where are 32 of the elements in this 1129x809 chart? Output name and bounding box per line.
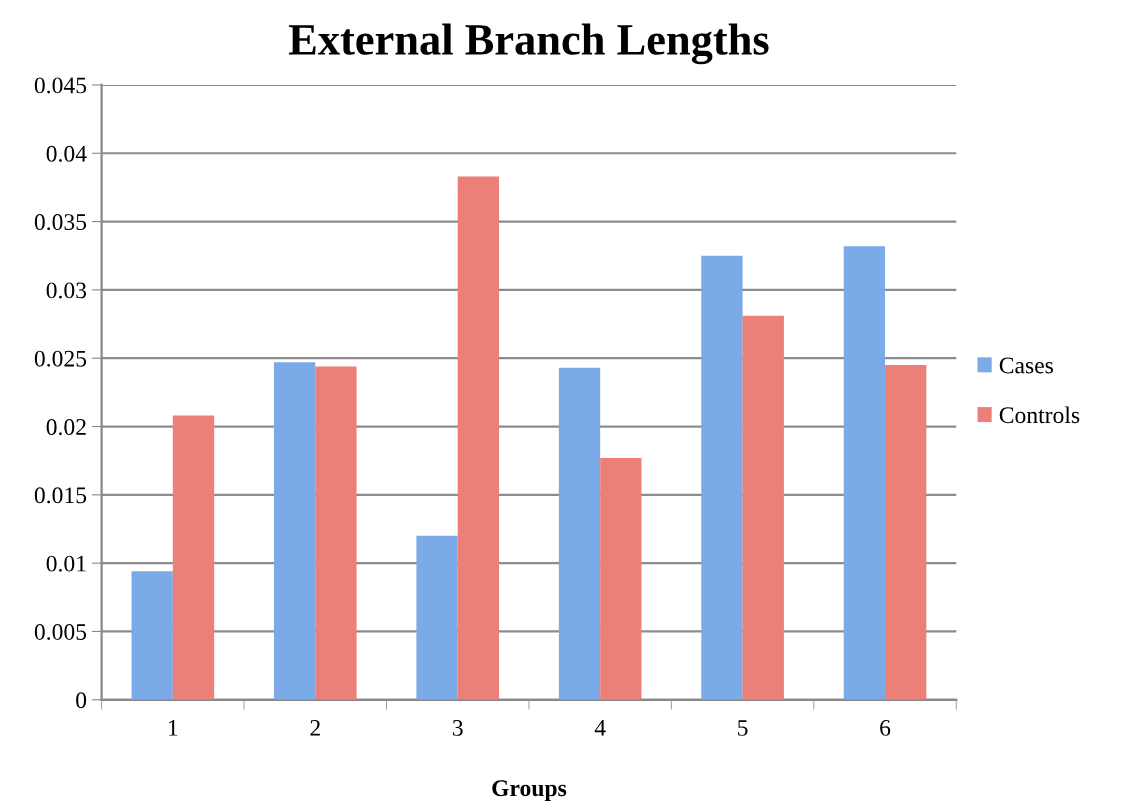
x-tick-label: 6	[880, 719, 891, 736]
bar	[885, 365, 927, 700]
x-tick-label: 2	[310, 719, 320, 736]
x-tick-label: 5	[738, 720, 748, 736]
y-tick-label: 0.045	[34, 77, 87, 94]
y-tick-label: 0	[76, 692, 87, 709]
bar	[172, 415, 215, 700]
y-tick-label: 0.015	[34, 487, 87, 504]
bar	[742, 315, 784, 700]
legend-label: Cases	[999, 357, 1053, 374]
x-tick-label: 3	[452, 719, 463, 736]
bar	[416, 535, 458, 700]
bar	[701, 255, 743, 700]
bar	[843, 246, 886, 700]
y-tick-label: 0.035	[34, 214, 87, 231]
y-tick-label: 0.005	[34, 623, 87, 640]
bar	[600, 457, 642, 700]
y-tick-label: 0.02	[46, 419, 86, 436]
y-tick-label: 0.03	[46, 282, 87, 299]
chart-title: External Branch Lengths	[288, 23, 769, 65]
bar	[315, 366, 357, 700]
bar	[457, 176, 500, 700]
x-tick-label: 4	[594, 720, 606, 736]
x-axis-title: Groups	[492, 780, 567, 801]
bar	[131, 571, 173, 700]
y-tick-label: 0.025	[34, 350, 87, 367]
x-tick-label: 1	[169, 720, 178, 736]
legend-label: Controls	[999, 406, 1080, 424]
bar	[273, 362, 316, 700]
y-tick-label: 0.04	[46, 145, 87, 162]
bar	[558, 367, 601, 700]
y-tick-label: 0.01	[46, 555, 86, 572]
